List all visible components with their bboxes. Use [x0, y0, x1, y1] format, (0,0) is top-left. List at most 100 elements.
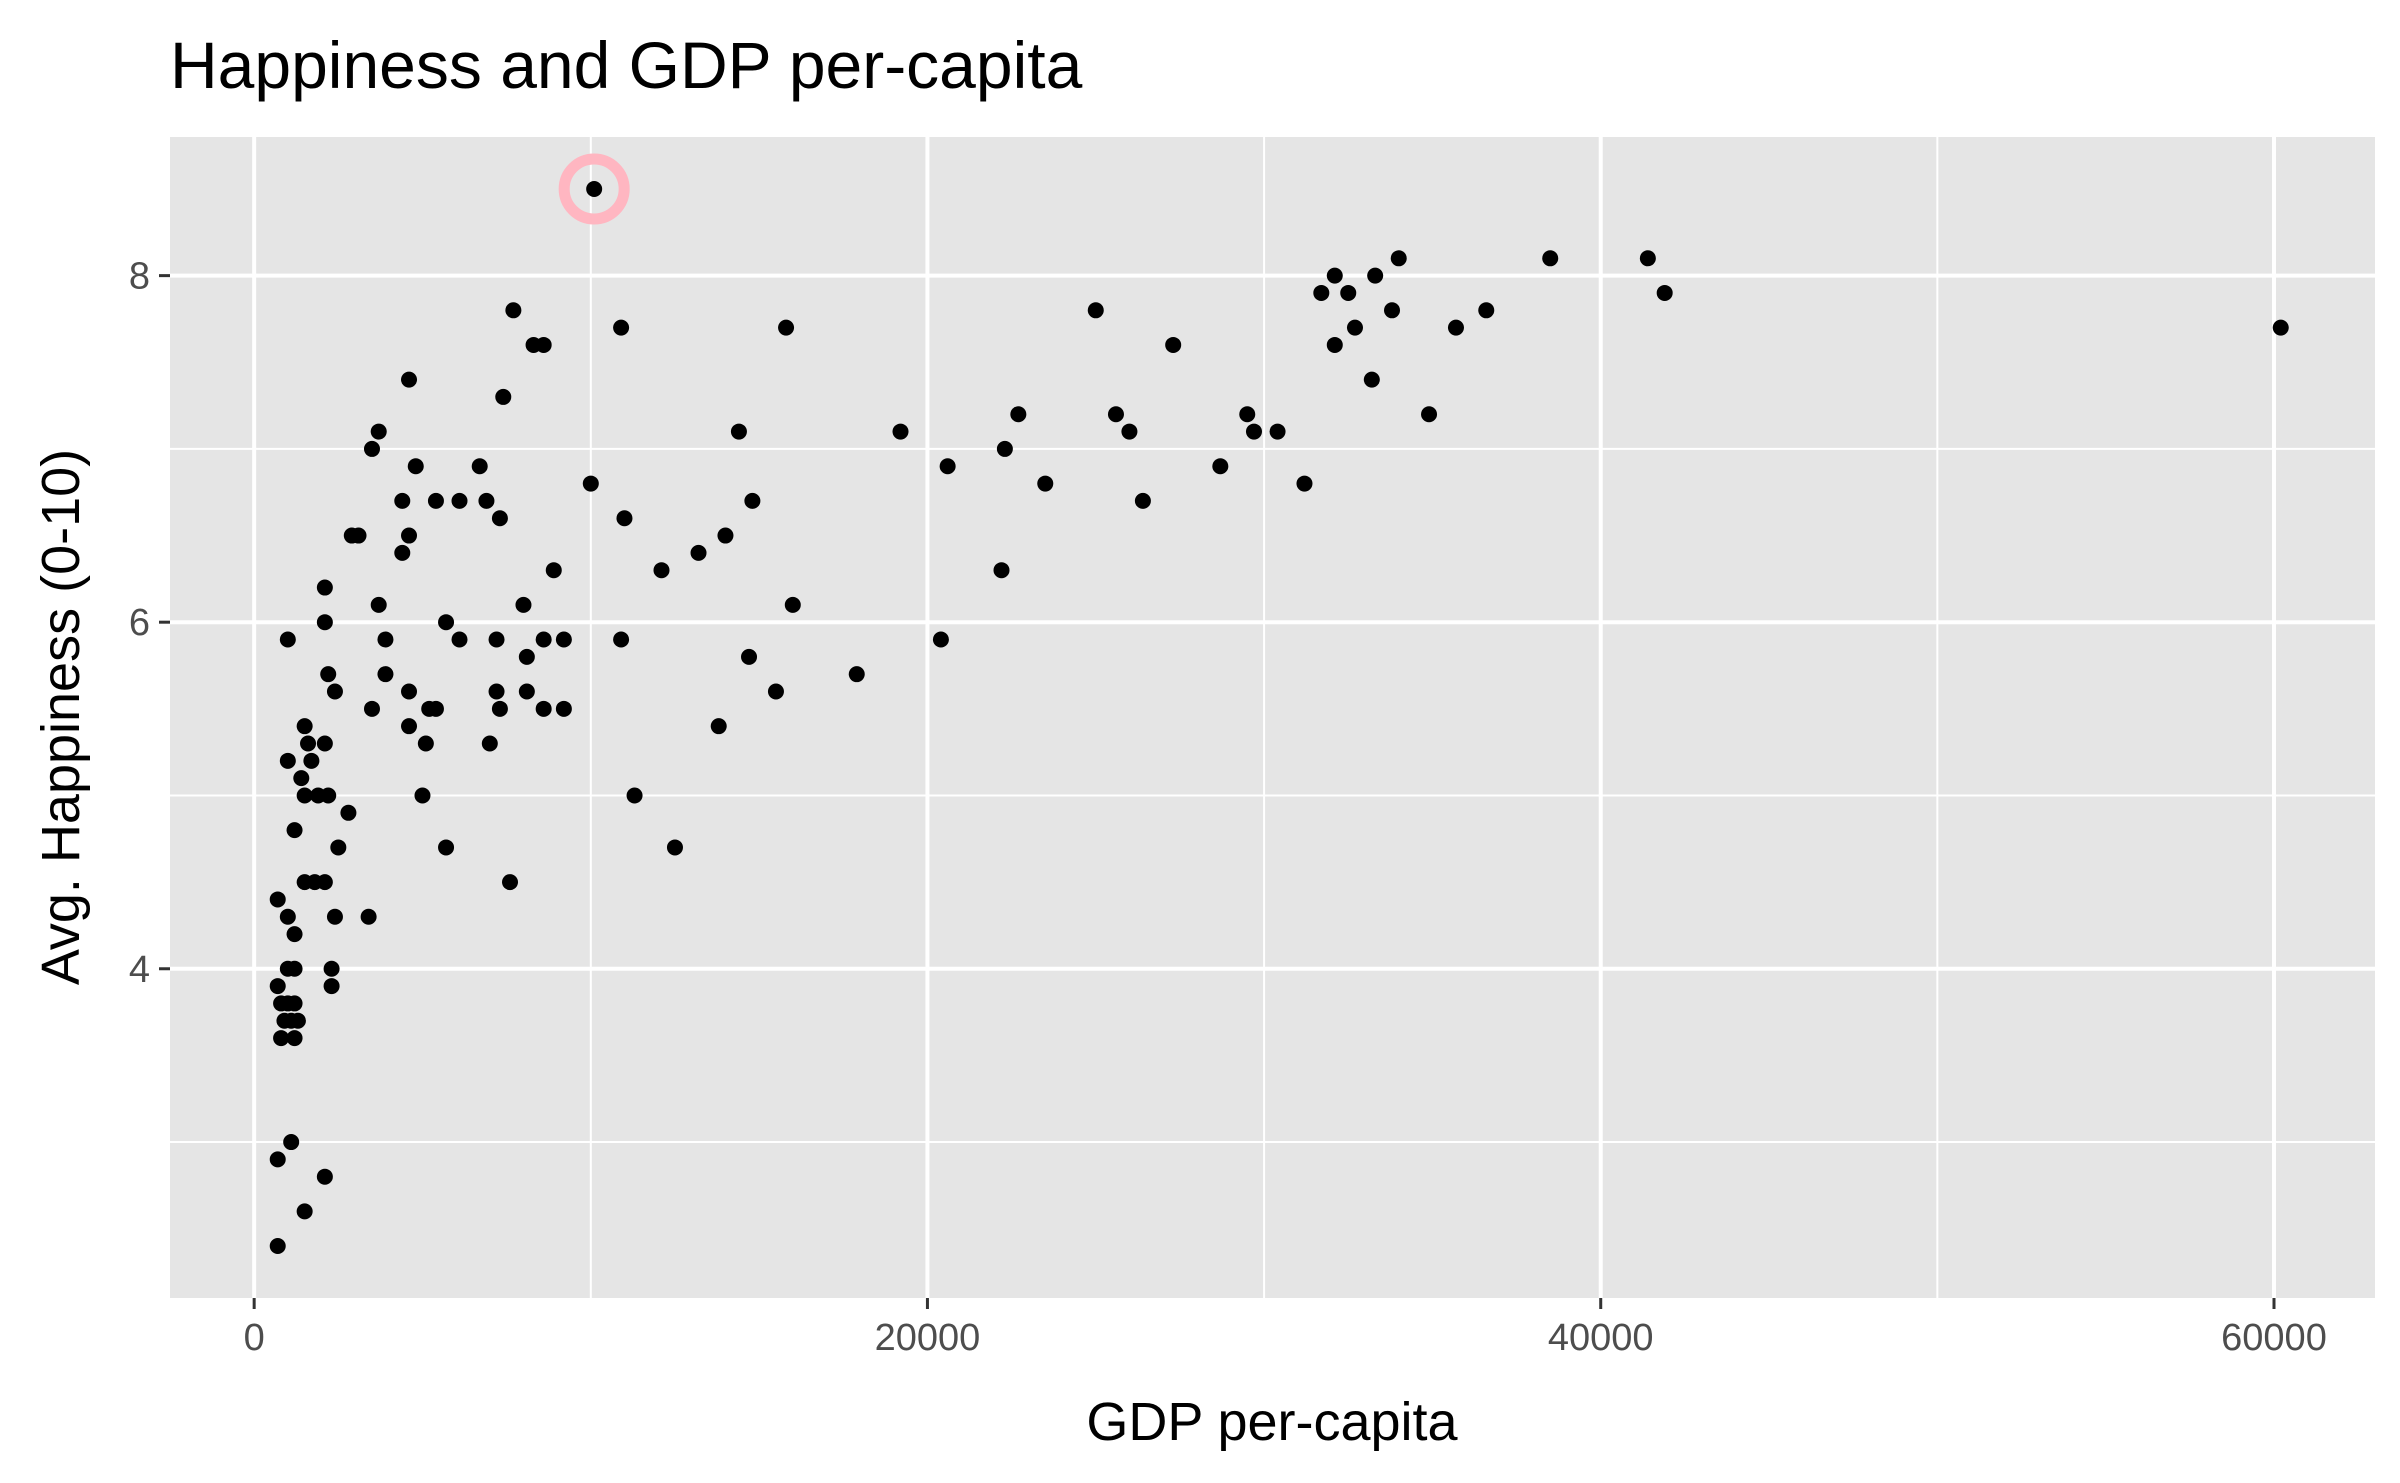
data-point	[993, 562, 1010, 579]
data-point	[360, 908, 377, 925]
data-point	[741, 648, 758, 665]
data-point	[1087, 302, 1104, 319]
data-point	[582, 475, 599, 492]
data-point	[279, 908, 296, 925]
data-point	[690, 544, 707, 561]
data-point	[401, 718, 418, 735]
data-point	[502, 874, 519, 891]
data-point	[269, 978, 286, 995]
y-axis-title: Avg. Happiness (0-10)	[31, 449, 91, 985]
data-point	[269, 891, 286, 908]
data-point	[377, 666, 394, 683]
data-point	[377, 631, 394, 648]
data-point	[438, 839, 455, 856]
data-point	[293, 770, 310, 787]
data-point	[1313, 284, 1330, 301]
data-point	[1212, 458, 1229, 475]
data-point	[286, 1030, 303, 1047]
data-point	[778, 319, 795, 336]
data-point	[316, 735, 333, 752]
y-tick-label: 4	[129, 949, 150, 991]
data-point	[666, 839, 683, 856]
data-point	[1121, 423, 1138, 440]
data-point	[1390, 250, 1407, 267]
data-point	[613, 631, 630, 648]
data-point	[1447, 319, 1464, 336]
data-point	[653, 562, 670, 579]
plot-panel	[170, 137, 2375, 1298]
x-axis-title: GDP per-capita	[1086, 1392, 1458, 1452]
data-point	[710, 718, 727, 735]
data-point	[1107, 406, 1124, 423]
data-point	[451, 631, 468, 648]
data-point	[996, 440, 1013, 457]
data-point	[1478, 302, 1495, 319]
data-point	[744, 492, 761, 509]
data-point	[515, 596, 532, 613]
data-point	[555, 700, 572, 717]
data-point	[438, 614, 455, 631]
y-tick-label: 6	[129, 602, 150, 644]
data-point	[478, 492, 495, 509]
data-point	[273, 1030, 290, 1047]
x-tick-label: 40000	[1548, 1317, 1654, 1359]
data-point	[417, 735, 434, 752]
data-point	[330, 839, 347, 856]
data-point	[316, 1168, 333, 1185]
data-point	[1542, 250, 1559, 267]
data-point	[427, 492, 444, 509]
data-point	[363, 700, 380, 717]
data-point	[320, 666, 337, 683]
data-point	[1239, 406, 1256, 423]
data-point	[730, 423, 747, 440]
data-points	[269, 153, 2289, 1255]
data-point	[535, 336, 552, 353]
data-point	[495, 388, 512, 405]
data-point	[316, 874, 333, 891]
data-point	[892, 423, 909, 440]
data-point	[316, 579, 333, 596]
data-point	[717, 527, 734, 544]
data-point	[323, 978, 340, 995]
data-point	[767, 683, 784, 700]
data-point	[269, 1151, 286, 1168]
chart-title: Happiness and GDP per-capita	[170, 28, 1083, 102]
data-point	[471, 458, 488, 475]
data-point	[414, 787, 431, 804]
data-point	[586, 180, 603, 197]
data-point	[626, 787, 643, 804]
data-point	[427, 700, 444, 717]
data-point	[535, 700, 552, 717]
data-point	[401, 683, 418, 700]
data-point	[370, 423, 387, 440]
data-point	[1326, 267, 1343, 284]
data-point	[1326, 336, 1343, 353]
data-point	[269, 1238, 286, 1255]
gridlines	[170, 137, 2375, 1298]
data-point	[1363, 371, 1380, 388]
data-point	[296, 718, 313, 735]
data-point	[518, 683, 535, 700]
data-point	[1037, 475, 1054, 492]
data-point	[363, 440, 380, 457]
data-point	[545, 562, 562, 579]
data-point	[2272, 319, 2289, 336]
data-point	[535, 631, 552, 648]
data-point	[491, 700, 508, 717]
data-point	[784, 596, 801, 613]
data-point	[1384, 302, 1401, 319]
data-point	[296, 1203, 313, 1220]
x-tick-label: 60000	[2221, 1317, 2327, 1359]
data-point	[394, 492, 411, 509]
data-point	[316, 614, 333, 631]
data-point	[481, 735, 498, 752]
data-point	[401, 371, 418, 388]
data-point	[286, 926, 303, 943]
data-point	[1296, 475, 1313, 492]
data-point	[1367, 267, 1384, 284]
data-point	[279, 752, 296, 769]
x-tick-label: 20000	[875, 1317, 981, 1359]
data-point	[1165, 336, 1182, 353]
data-point	[300, 735, 317, 752]
